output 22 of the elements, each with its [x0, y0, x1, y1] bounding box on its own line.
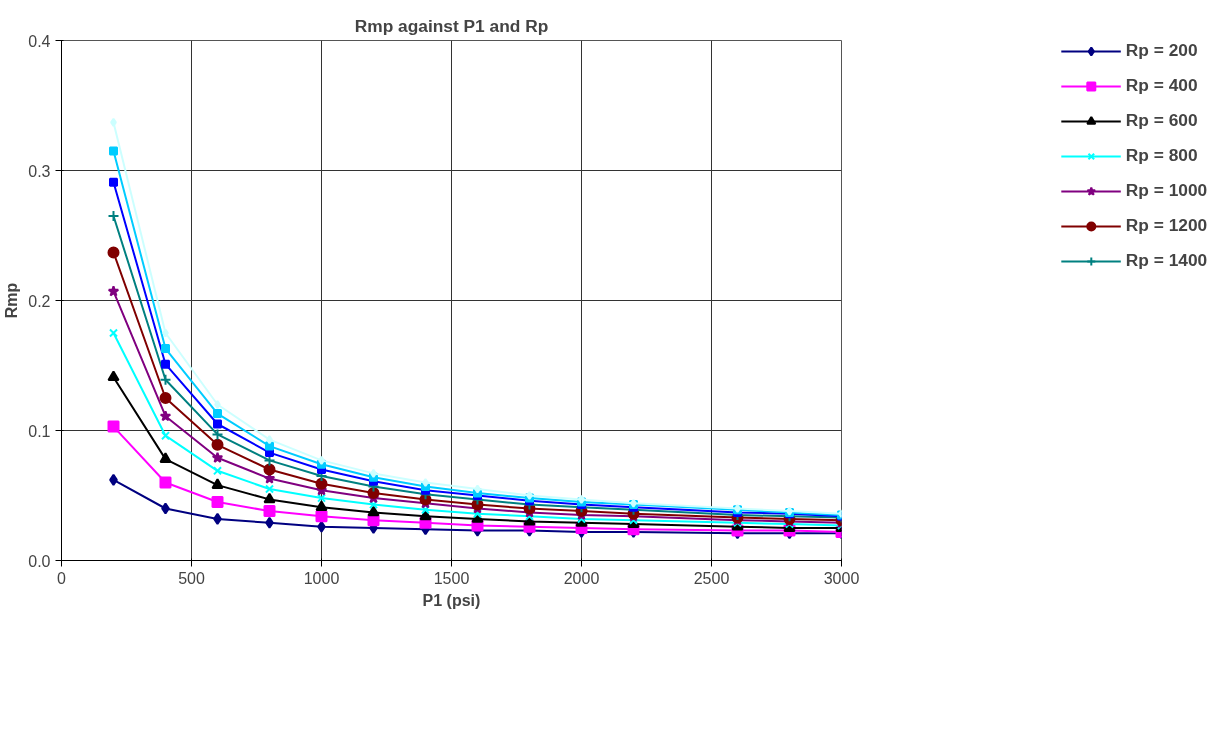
x-axis-title: P1 (psi) — [422, 591, 481, 609]
legend-label: Rp = 1400 — [1125, 250, 1208, 271]
chart-title: Rmp against P1 and Rp — [354, 15, 549, 36]
legend-label: Rp = 800 — [1125, 145, 1198, 166]
y-tick-label: 0.4 — [28, 32, 51, 50]
y-tick-label: 0.1 — [28, 422, 51, 440]
legend-label: Rp = 1200 — [1125, 215, 1208, 236]
x-tick-label: 2500 — [693, 569, 730, 587]
y-tick-label: 0.2 — [28, 292, 51, 310]
x-tick-label: 1500 — [433, 569, 470, 587]
x-tick-label: 3000 — [823, 569, 860, 587]
y-tick-label: 0.0 — [28, 552, 51, 570]
x-tick-label: 2000 — [563, 569, 600, 587]
x-tick-label: 0 — [57, 569, 67, 587]
legend-label: Rp = 1000 — [1125, 180, 1208, 201]
legend-label: Rp = 600 — [1125, 110, 1198, 131]
legend-label: Rp = 200 — [1125, 40, 1198, 61]
x-tick-label: 500 — [178, 569, 205, 587]
y-tick-label: 0.3 — [28, 162, 51, 180]
legend-label: Rp = 400 — [1125, 75, 1198, 96]
x-tick-label: 1000 — [303, 569, 340, 587]
y-axis-title: Rmp — [3, 282, 21, 319]
